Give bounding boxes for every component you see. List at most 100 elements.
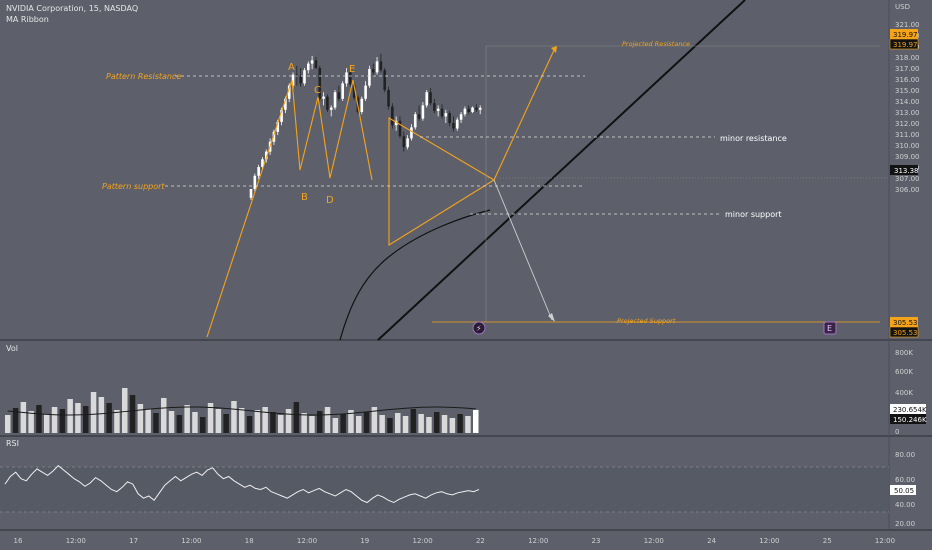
candle-body [391, 106, 394, 126]
pattern-drawing [206, 45, 880, 338]
candle-body [368, 69, 371, 86]
volume-bar [153, 413, 159, 433]
svg-text:319.97: 319.97 [893, 41, 918, 49]
candle-body [310, 60, 314, 64]
volume-bar [441, 415, 448, 433]
candle-body [349, 72, 352, 85]
earnings-marker-icon[interactable] [823, 321, 837, 335]
volume-bar [20, 402, 27, 433]
price-tick: 307.00 [895, 175, 920, 183]
candle-body [326, 96, 329, 110]
volume-bar [317, 411, 323, 433]
svg-text:313.38: 313.38 [894, 167, 919, 175]
proj-resistance-badge-2 [889, 38, 919, 50]
proj-support-badge [890, 317, 918, 327]
candle-body [463, 108, 467, 115]
time-tick: 12:00 [297, 537, 317, 545]
volume-bar [75, 403, 81, 433]
volume-bar [161, 398, 167, 433]
volume-bar [114, 410, 120, 433]
time-axis: 16 12:00 17 12:00 18 12:00 19 12:00 22 12:00 23 12:… [14, 537, 896, 545]
vol-tick: 600K [895, 368, 913, 376]
volume-bar [215, 409, 222, 433]
time-tick: 12:00 [528, 537, 548, 545]
candle-body [379, 61, 383, 71]
dividend-lightning-icon[interactable] [472, 321, 486, 335]
volume-bar [262, 407, 268, 433]
price-tick: 310.00 [895, 142, 920, 150]
volume-bar [176, 415, 183, 433]
vol-tick: 800K [895, 349, 913, 357]
volume-bar [410, 409, 417, 433]
rsi-band [0, 467, 889, 512]
volume-bar [28, 411, 34, 433]
ascending-trendline [377, 0, 746, 341]
ma-ribbon-curve [339, 209, 491, 341]
candle-body [471, 107, 474, 112]
candle-body [337, 92, 341, 99]
candle-body [413, 114, 417, 128]
volume-bar [168, 411, 175, 433]
time-tick: 18 [245, 537, 254, 545]
volume-pane-title[interactable]: Vol [6, 344, 18, 353]
indicator-legend[interactable]: MA Ribbon [6, 15, 49, 24]
candle-body [398, 120, 402, 137]
time-tick: 22 [476, 537, 485, 545]
price-tick: 313.00 [895, 109, 920, 117]
time-tick: 17 [129, 537, 138, 545]
candle-body [375, 61, 379, 73]
symbol-title: NVIDIA Corporation, 15, NASDAQ [6, 4, 138, 13]
rsi-pane-title[interactable]: RSI [6, 439, 19, 448]
volume-bar [371, 407, 378, 433]
projected-drop-arrow [493, 179, 553, 321]
price-tick: 317.00 [895, 65, 920, 73]
projected-support-label: Projected Support [617, 317, 676, 325]
candle-body [276, 121, 280, 132]
volume-bar [90, 392, 97, 433]
candle-body [467, 108, 471, 112]
volume-bar [51, 407, 58, 433]
candle-body [371, 69, 375, 73]
rsi-line [4, 465, 480, 504]
price-tick: 309.00 [895, 153, 920, 161]
volume-layer [5, 388, 479, 433]
point-d-label: D [326, 195, 334, 206]
candle-body [341, 83, 344, 99]
volume-bar [207, 403, 214, 433]
candle-body [253, 175, 257, 189]
volume-bar [67, 399, 73, 433]
candle-body [264, 151, 268, 160]
candle-body [303, 70, 306, 84]
candle-body [257, 167, 260, 176]
volume-bar [106, 403, 112, 433]
proj-resistance-badge [890, 29, 918, 39]
candle-body [322, 96, 325, 99]
candle-body [421, 105, 425, 119]
candle-body [284, 98, 287, 110]
svg-text:E: E [827, 324, 832, 333]
volume-bar [418, 414, 424, 433]
candle-body [280, 109, 283, 122]
candle-body [402, 136, 406, 148]
candle-body [387, 90, 390, 107]
time-tick: 12:00 [875, 537, 895, 545]
volume-bar [426, 417, 432, 433]
candle-body [272, 131, 276, 142]
time-tick: 12:00 [181, 537, 201, 545]
candle-body [287, 85, 291, 99]
candle-body [436, 108, 440, 111]
volume-bar [293, 402, 300, 433]
volume-bar [246, 416, 253, 433]
time-tick: 16 [14, 537, 23, 545]
candle-body [429, 92, 432, 104]
svg-text:150.246K: 150.246K [893, 416, 927, 424]
candle-body [475, 107, 478, 110]
price-tick: 311.00 [895, 131, 920, 139]
volume-bar [457, 414, 463, 433]
volume-bar [231, 401, 237, 433]
volume-bar [44, 414, 50, 433]
volume-ma-line [7, 406, 476, 416]
candle-body [318, 68, 322, 99]
rsi-tick: 20.00 [895, 520, 915, 528]
